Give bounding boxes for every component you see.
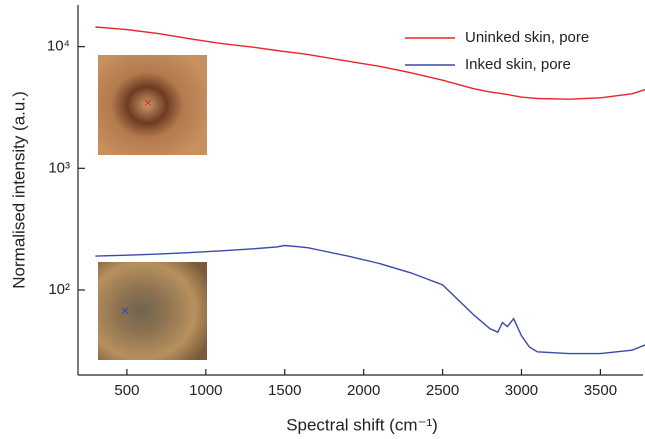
x-tick-label: 3500 bbox=[584, 382, 617, 399]
x-tick-label: 500 bbox=[114, 382, 139, 399]
inset-image bbox=[98, 55, 207, 155]
y-tick-label: 10⁴ bbox=[47, 38, 70, 55]
y-axis-label: Normalised intensity (a.u.) bbox=[9, 91, 28, 288]
y-tick-label: 10² bbox=[48, 281, 70, 298]
x-tick-label: 2500 bbox=[426, 382, 459, 399]
inset-image bbox=[98, 262, 207, 360]
y-tick-label: 10³ bbox=[48, 159, 70, 176]
x-tick-label: 1000 bbox=[189, 382, 222, 399]
x-tick-label: 2000 bbox=[347, 382, 380, 399]
x-axis-label: Spectral shift (cm⁻¹) bbox=[286, 415, 438, 434]
marker: × bbox=[120, 303, 129, 320]
x-tick-label: 1500 bbox=[268, 382, 301, 399]
series-line bbox=[95, 26, 645, 100]
legend-label: Uninked skin, pore bbox=[465, 29, 589, 46]
series-line bbox=[95, 244, 645, 355]
legend-label: Inked skin, pore bbox=[465, 56, 571, 73]
x-tick-label: 3000 bbox=[505, 382, 538, 399]
marker: × bbox=[144, 95, 152, 111]
